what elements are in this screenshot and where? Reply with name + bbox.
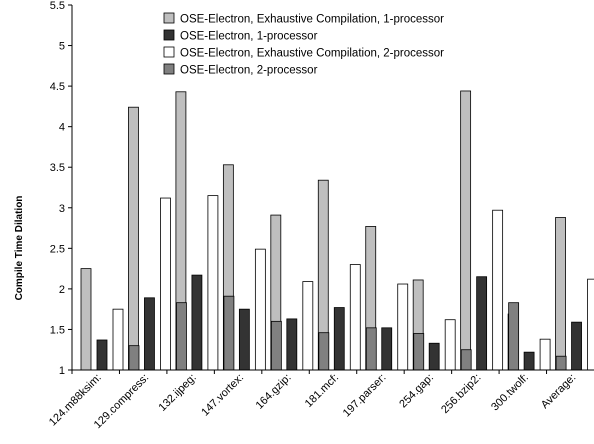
bar-4-147-vortex: [270, 320, 282, 371]
bar-1-average: [555, 217, 566, 371]
bar-2-300-twolf: [523, 351, 535, 371]
bar-2-256-bzip2: [476, 276, 488, 371]
bar-3-300-twolf: [539, 338, 551, 371]
x-tick-label: 300.twolf:: [489, 372, 531, 414]
y-axis-label: Compile Time Dilation: [14, 196, 25, 301]
y-tick-label: 4: [59, 122, 65, 134]
bar-3-164-gzip: [302, 281, 314, 371]
bar-4-129-compress: [176, 302, 187, 371]
x-ticks-group: 124.m88ksim:129.compress: 132.ijpeg: 147.v…: [47, 370, 578, 431]
bar-3-256-bzip2: [492, 209, 504, 371]
bar-4-164-gzip: [318, 332, 330, 371]
y-tick-label: 1: [59, 365, 65, 377]
bar-3-average: [587, 278, 594, 371]
x-tick-label: 164.gzip:: [254, 372, 294, 412]
x-tick-label: Average:: [539, 372, 578, 411]
bar-3-147-vortex: [254, 248, 266, 371]
bar-2-average: [571, 321, 582, 371]
bar-3-254-gap: [444, 319, 456, 371]
bar-2-124-m88ksim: [96, 339, 108, 371]
y-ticks-group: 1 1.5 2 2.5 3 3.5 4 4.5 5 5.5: [50, 0, 72, 377]
legend-entry-label: OSE-Electron, 2-processor: [180, 65, 318, 77]
bar-3-124-m88ksim: [112, 308, 124, 371]
bar-3-129-compress: [160, 197, 171, 371]
y-tick-label: 1.5: [50, 324, 65, 336]
legend-entry-label: OSE-Electron, Exhaustive Compilation, 1-…: [180, 14, 444, 26]
bar-2-254-gap: [428, 342, 440, 371]
legend: OSE-Electron, Exhaustive Compilation, 1-…: [120, 9, 506, 81]
bar-3-181-mcf: [349, 264, 361, 371]
axes-group: [71, 5, 594, 371]
bar-4-197-parser: [413, 333, 425, 371]
x-tick-label: 181.mcf:: [303, 372, 341, 410]
bar-4-181-mcf: [365, 327, 377, 371]
bar-2-164-gzip: [286, 318, 298, 371]
bar-3-197-parser: [397, 283, 409, 371]
legend-swatch: [163, 46, 175, 58]
legend-swatch: [163, 12, 175, 24]
bar-3-132-ijpeg: [207, 195, 219, 371]
bar-4-132-ijpeg: [223, 295, 235, 371]
legend-entry-label: OSE-Electron, Exhaustive Compilation, 2-…: [180, 48, 444, 60]
legend-entry-label: OSE-Electron, 1-processor: [180, 31, 318, 43]
bar-2-147-vortex: [238, 308, 250, 371]
bar-1-129-compress: [128, 106, 139, 371]
y-tick-label: 3.5: [50, 162, 65, 174]
y-tick-label: 3: [59, 203, 65, 215]
bar-4-254-gap: [460, 349, 472, 371]
bar-2-132-ijpeg: [191, 274, 203, 371]
y-tick-label: 2.5: [50, 243, 65, 255]
bar-4-124-m88ksim: [128, 345, 140, 371]
bars-group: [80, 90, 594, 371]
bar-1-256-bzip2: [460, 90, 472, 371]
bar-2-181-mcf: [333, 307, 345, 371]
y-tick-label: 5: [59, 41, 65, 53]
y-tick-label: 2: [59, 284, 65, 296]
y-tick-label: 5.5: [50, 0, 65, 12]
bar-4-256-bzip2: [508, 302, 520, 371]
bar-2-197-parser: [381, 327, 393, 371]
bar-2-129-compress: [144, 297, 155, 371]
legend-swatch: [163, 29, 175, 41]
legend-background: [120, 9, 506, 81]
x-tick-label: 256.bzip2:: [439, 372, 483, 416]
bar-4-300-twolf: [555, 355, 567, 371]
x-tick-label: 132.ijpeg:: [157, 372, 199, 414]
bar-1-124-m88ksim: [80, 268, 92, 371]
x-tick-label: 197.parser:: [341, 372, 389, 420]
y-tick-label: 4.5: [50, 81, 65, 93]
x-tick-label: 147.vortex:: [199, 372, 246, 419]
legend-swatch: [163, 63, 175, 75]
x-tick-label: 254.gap:: [397, 372, 436, 411]
